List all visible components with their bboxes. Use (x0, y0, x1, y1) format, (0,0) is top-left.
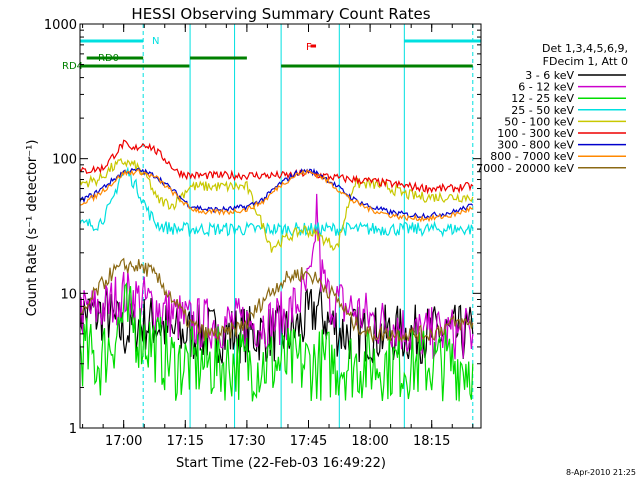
series-line-3 (80, 166, 474, 238)
x-tick-label-3: 17:45 (290, 434, 327, 449)
x-tick-label-1: 17:15 (167, 434, 204, 449)
legend-label-6: 300 - 800 keV (497, 139, 574, 152)
series-line-5 (80, 139, 474, 195)
footer-timestamp: 8-Apr-2010 21:25 (566, 468, 636, 477)
data-layer (80, 24, 481, 428)
legend-header-2: FDecim 1, Att 0 (543, 55, 628, 68)
annotation-label-n: N (152, 36, 159, 47)
legend-label-5: 100 - 300 keV (497, 127, 574, 140)
y-tick-label-1: 10 (60, 287, 77, 302)
x-axis-label: Start Time (22-Feb-03 16:49:22) (176, 456, 386, 471)
series-line-2 (80, 282, 474, 402)
plot-area: N RD0 RD4 F 1 10 100 1000 17:00 17:15 17:30 17:45 18… (44, 18, 482, 449)
annotation-label-rd0: RD0 (98, 53, 119, 64)
y-tick-label-3: 1000 (44, 18, 77, 33)
x-tick-label-2: 17:30 (228, 434, 265, 449)
plot-frame (79, 23, 482, 429)
legend-label-3: 25 - 50 keV (511, 104, 574, 117)
annotation-label-rd4: RD4 (62, 61, 83, 72)
legend-label-7: 800 - 7000 keV (490, 150, 574, 163)
legend-label-1: 6 - 12 keV (518, 81, 574, 94)
series-line-0 (80, 285, 474, 364)
series-line-7 (80, 168, 474, 223)
chart-title: HESSI Observing Summary Count Rates (131, 5, 430, 23)
annotation-label-f: F (306, 42, 312, 53)
legend-label-2: 12 - 25 keV (511, 92, 574, 105)
x-tick-label-0: 17:00 (105, 434, 142, 449)
legend-label-0: 3 - 6 keV (525, 69, 574, 82)
y-axis-label: Count Rate (s⁻¹ detector⁻¹) (25, 140, 40, 317)
y-tick-label-0: 1 (69, 422, 77, 437)
legend-label-8: 7000 - 20000 keV (476, 162, 574, 175)
series-line-4 (80, 157, 474, 253)
y-tick-label-2: 100 (52, 153, 77, 168)
series-line-8 (80, 257, 474, 344)
x-tick-label-4: 18:00 (351, 434, 388, 449)
series-line-1 (80, 193, 474, 360)
legend-label-4: 50 - 100 keV (504, 115, 574, 128)
legend-header-1: Det 1,3,4,5,6,9, (542, 42, 628, 55)
x-tick-label-5: 18:15 (413, 434, 450, 449)
